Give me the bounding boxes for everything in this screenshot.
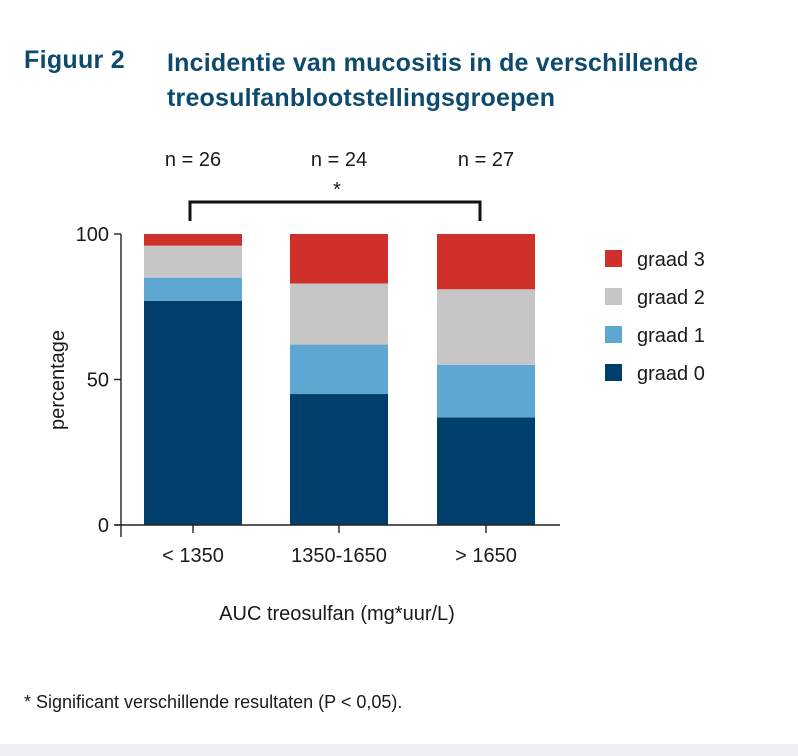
legend-label: graad 2 [637,287,705,309]
bar-segment-graad-3 [290,234,388,284]
figure-title: Incidentie van mucositis in de verschill… [167,49,699,112]
legend-label: graad 0 [637,363,705,385]
legend-label: graad 1 [637,325,705,347]
n-label: n = 24 [311,149,367,171]
footnote: * Significant verschillende resultaten (… [24,692,403,712]
bar-segment-graad-3 [144,234,242,246]
n-label: n = 26 [165,149,221,171]
bar-segment-graad-1 [290,344,388,395]
x-tick-label: > 1650 [455,545,517,567]
y-tick-label: 50 [87,370,109,392]
significance-marker: * [333,179,341,201]
legend-label: graad 3 [637,249,705,271]
bar-segment-graad-0 [290,394,388,525]
bar-segment-graad-2 [437,289,535,365]
x-tick-label: < 1350 [162,545,224,567]
legend-swatch [605,364,622,381]
y-tick-label: 100 [76,224,109,246]
bar-segment-graad-1 [144,277,242,301]
bar-segment-graad-2 [290,283,388,345]
x-tick-label: 1350-1650 [291,545,387,567]
bar-segment-graad-0 [144,300,242,525]
legend-swatch [605,288,622,305]
bar-segment-graad-2 [144,245,242,278]
significance-bracket [188,200,482,221]
figure-label: Figuur 2 [24,46,126,74]
y-axis-title: percentage [47,330,69,430]
y-tick-label: 0 [98,515,109,537]
n-label: n = 27 [458,149,514,171]
x-axis-title: AUC treosulfan (mg*uur/L) [219,603,455,625]
bar-segment-graad-3 [437,234,535,290]
bottom-strip [0,744,798,756]
bar-segment-graad-0 [437,417,535,525]
legend-swatch [605,326,622,343]
bar-segment-graad-1 [437,364,535,418]
legend-swatch [605,250,622,267]
